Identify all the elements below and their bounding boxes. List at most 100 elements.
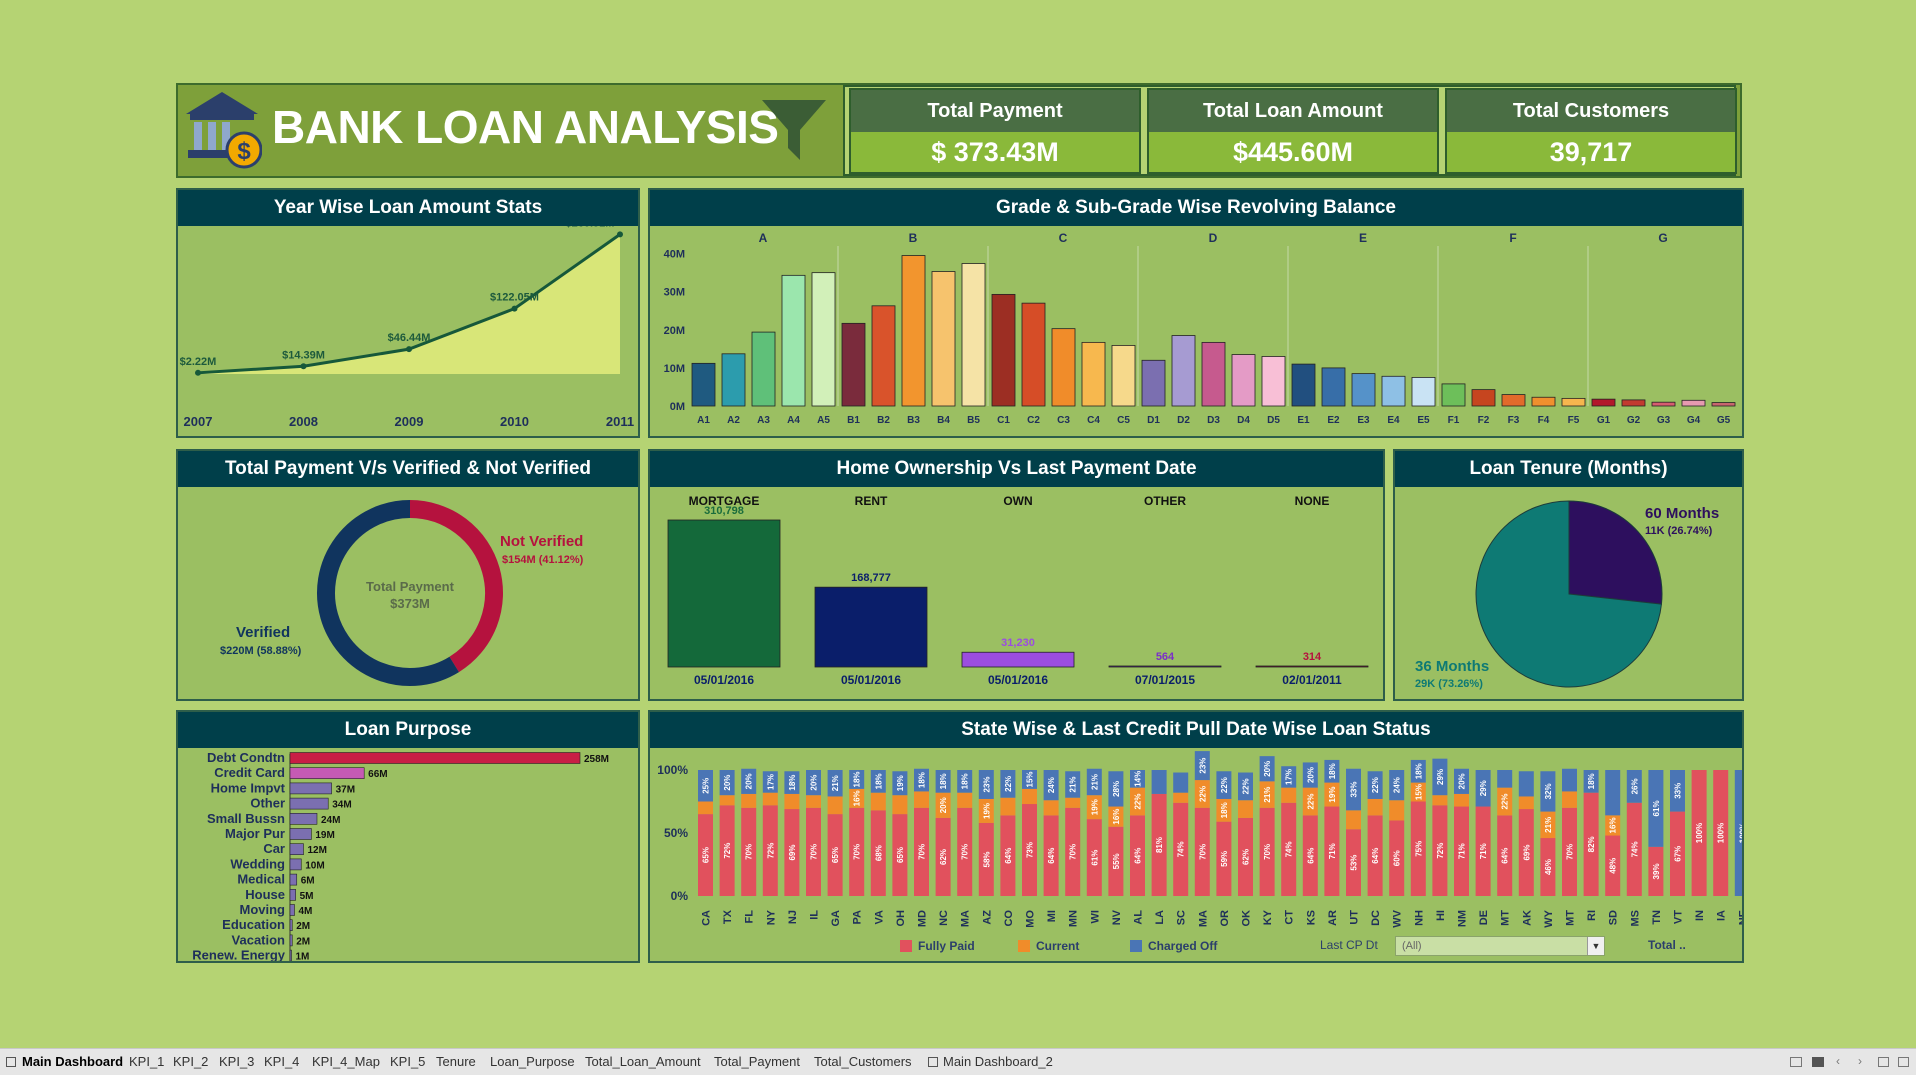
- bar-segment: [1259, 781, 1275, 808]
- segment-label: 69%: [788, 845, 797, 861]
- tab-kpi-3[interactable]: KPI_3: [219, 1054, 255, 1069]
- segment-label: 21%: [831, 775, 840, 791]
- scroll-left-icon[interactable]: ‹: [1836, 1054, 1840, 1068]
- data-label: 19M: [315, 830, 334, 841]
- x-tick-label: B2: [877, 415, 890, 426]
- bar: [1471, 389, 1496, 407]
- x-tick-label: WY: [1543, 909, 1555, 927]
- bar-segment: [1216, 821, 1232, 896]
- bar-segment: [978, 798, 994, 823]
- sheet-tab-bar: Main Dashboard KPI_1 KPI_2 KPI_3 KPI_4 K…: [0, 1048, 1916, 1075]
- segment-label: 21%: [1544, 817, 1553, 833]
- data-label: 12M: [307, 845, 326, 856]
- present-icon[interactable]: [1898, 1057, 1909, 1067]
- bar-segment: [762, 805, 778, 896]
- bar-segment: [914, 791, 929, 808]
- tab-main-dashboard[interactable]: Main Dashboard: [22, 1054, 124, 1069]
- category-label: Wedding: [230, 856, 285, 871]
- segment-label: 18%: [788, 775, 797, 791]
- total-label: Total ..: [1648, 938, 1686, 952]
- bar-segment: [1194, 780, 1210, 808]
- bar-segment: [935, 770, 951, 793]
- bar-segment: [1389, 800, 1405, 821]
- tab-total-loan-amount[interactable]: Total_Loan_Amount: [585, 1054, 701, 1069]
- view-layout-icon[interactable]: [1812, 1057, 1824, 1067]
- bar: [1381, 375, 1406, 407]
- bar: [289, 904, 295, 916]
- fullscreen-icon[interactable]: [1878, 1057, 1889, 1067]
- x-tick-label: OH: [895, 910, 907, 927]
- segment-label: 14%: [1134, 771, 1143, 787]
- date-label: 05/01/2016: [694, 673, 754, 687]
- segment-label: 72%: [1436, 843, 1445, 859]
- bar-segment: [1497, 815, 1513, 896]
- x-tick-label: NH: [1413, 910, 1425, 926]
- bar: [289, 828, 312, 840]
- bar-segment: [1238, 800, 1253, 818]
- bar-segment: [1130, 815, 1145, 896]
- x-tick-label: NM: [1457, 910, 1469, 927]
- filter-funnel-icon[interactable]: [760, 96, 828, 164]
- segment-label: 19%: [1328, 787, 1337, 803]
- bar-segment: [1324, 759, 1340, 783]
- legend-label-current: Current: [1036, 939, 1080, 953]
- category-label: Moving: [240, 902, 286, 917]
- tab-kpi-4[interactable]: KPI_4: [264, 1054, 300, 1069]
- last-cp-date-dropdown[interactable]: (All) ▼: [1395, 936, 1605, 956]
- segment-label: 33%: [1674, 783, 1683, 799]
- category-label: OWN: [1003, 494, 1032, 508]
- data-label: 24M: [321, 815, 340, 826]
- segment-label: 69%: [1522, 845, 1531, 861]
- bar-segment: [1605, 815, 1621, 836]
- verified-panel: Total Payment V/s Verified & Not Verifie…: [176, 449, 640, 701]
- tab-kpi-2[interactable]: KPI_2: [173, 1054, 209, 1069]
- segment-label: 64%: [1306, 848, 1315, 864]
- segment-label: 74%: [1630, 841, 1639, 857]
- data-label: 31,230: [1001, 637, 1035, 649]
- tab-total-payment[interactable]: Total_Payment: [714, 1054, 800, 1069]
- bar-segment: [1346, 768, 1361, 811]
- tab-loan-purpose[interactable]: Loan_Purpose: [490, 1054, 575, 1069]
- date-label: 05/01/2016: [988, 673, 1048, 687]
- group-label: E: [1359, 231, 1367, 245]
- segment-label: 64%: [1134, 848, 1143, 864]
- segment-label: 22%: [1371, 777, 1380, 793]
- data-label: $46.44M: [388, 332, 431, 344]
- category-label: Credit Card: [214, 765, 285, 780]
- panel-title: Loan Tenure (Months): [1395, 451, 1742, 487]
- data-label: 34M: [332, 800, 351, 811]
- area-fill: [198, 234, 620, 374]
- tab-kpi-5[interactable]: KPI_5: [390, 1054, 426, 1069]
- bar-segment: [1410, 801, 1426, 896]
- tab-tenure[interactable]: Tenure: [436, 1054, 476, 1069]
- bar-segment: [1324, 806, 1340, 896]
- bar-segment: [1000, 797, 1016, 816]
- view-normal-icon[interactable]: [1790, 1057, 1802, 1067]
- data-label: 2M: [296, 921, 310, 932]
- chevron-down-icon[interactable]: ▼: [1587, 937, 1604, 955]
- x-tick-label: 2010: [500, 414, 529, 429]
- x-tick-label: D5: [1267, 415, 1280, 426]
- tab-main-dashboard-2[interactable]: Main Dashboard_2: [943, 1054, 1053, 1069]
- x-tick-label: E5: [1417, 415, 1430, 426]
- bar-segment: [1194, 807, 1210, 896]
- tab-kpi-4-map[interactable]: KPI_4_Map: [312, 1054, 380, 1069]
- bar: [1111, 345, 1136, 407]
- kpi-total-payment: Total Payment $ 373.43M: [849, 88, 1141, 174]
- y-tick-label: 0%: [671, 889, 689, 903]
- segment-label: 18%: [1328, 763, 1337, 779]
- tab-total-customers[interactable]: Total_Customers: [814, 1054, 912, 1069]
- bar-segment: [1562, 791, 1577, 808]
- x-tick-label: F3: [1508, 415, 1520, 426]
- x-tick-label: PA: [852, 910, 864, 925]
- bar-segment: [1518, 809, 1534, 896]
- bar-segment: [1432, 758, 1448, 796]
- bar: [814, 586, 928, 668]
- x-tick-label: 2011: [606, 414, 634, 429]
- bar-segment: [1151, 793, 1167, 896]
- loan-tenure-panel: Loan Tenure (Months) 60 Months 11K (26.74…: [1393, 449, 1744, 701]
- tab-kpi-1[interactable]: KPI_1: [129, 1054, 165, 1069]
- scroll-right-icon[interactable]: ›: [1858, 1054, 1862, 1068]
- bar: [751, 331, 776, 407]
- segment-label: 75%: [1414, 841, 1423, 857]
